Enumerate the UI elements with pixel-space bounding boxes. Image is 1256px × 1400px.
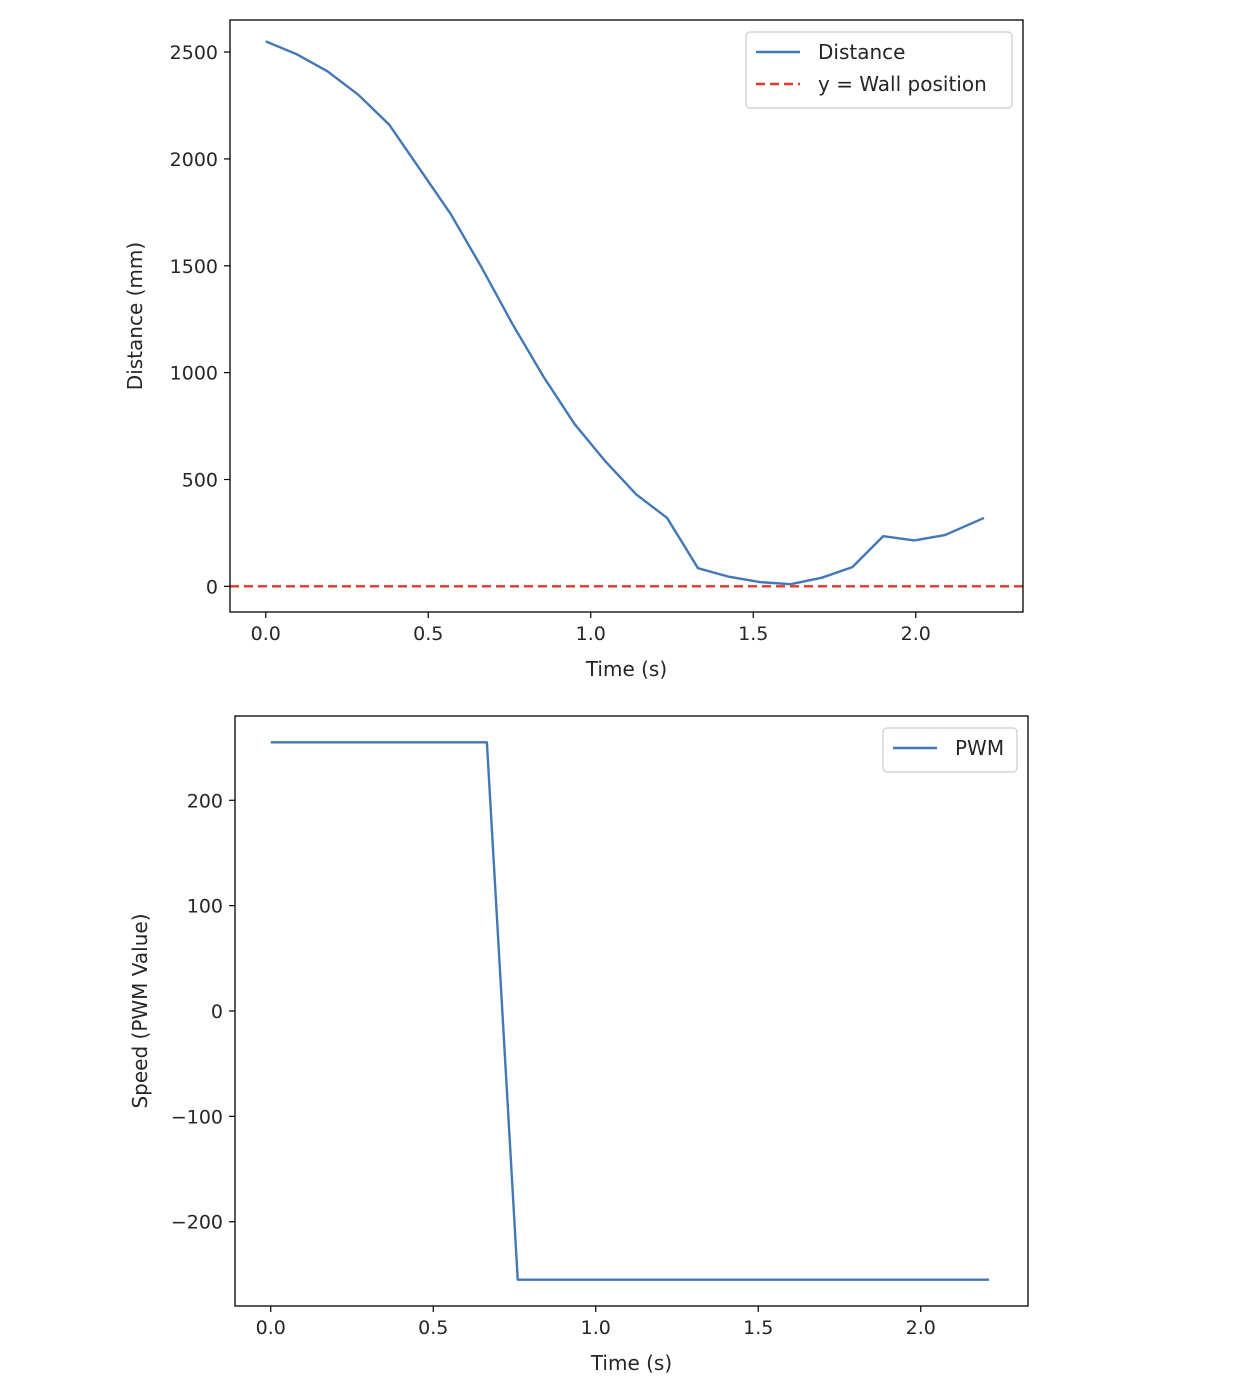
distance-chart-x-axis-label: Time (s) — [585, 657, 667, 681]
pwm-chart-x-tick-label: 1.0 — [581, 1317, 611, 1339]
distance-chart-legend-label: y = Wall position — [818, 72, 987, 96]
distance-chart-legend: Distance y = Wall position — [745, 31, 1013, 109]
pwm-chart-legend: PWM — [882, 727, 1018, 773]
distance-chart-y-tick-label: 2500 — [170, 42, 218, 64]
distance-chart-x-tick-label: 0.0 — [251, 623, 281, 645]
pwm-chart-x-tick-label: 1.5 — [743, 1317, 773, 1339]
pwm-chart-y-tick-label: 100 — [187, 896, 223, 918]
distance-chart-marks — [230, 40, 1023, 588]
distance-chart-x-tick-label: 2.0 — [901, 623, 931, 645]
distance-chart-x-tick-label: 1.0 — [576, 623, 606, 645]
distance-chart-legend-box — [745, 31, 1013, 109]
distance-chart-y-tick-label: 2000 — [170, 149, 218, 171]
pwm-chart-x-tick-label: 0.5 — [418, 1317, 448, 1339]
distance-chart-ticks: 0.0 0.5 1.0 1.5 2.0 0 500 1000 1500 2000 2500 — [170, 42, 931, 645]
pwm-chart-y-tick-label: −100 — [171, 1106, 223, 1128]
distance-chart-series-line-0 — [265, 40, 985, 586]
distance-chart-y-tick-label: 500 — [182, 469, 218, 491]
pwm-chart-ticks: 0.0 0.5 1.0 1.5 2.0 −200 −100 0 100 200 — [171, 790, 936, 1339]
pwm-chart-marks — [270, 741, 989, 1281]
pwm-chart-y-tick-label: −200 — [171, 1212, 223, 1234]
pwm-chart-x-tick-label: 2.0 — [906, 1317, 936, 1339]
pwm-chart-y-axis-label: Speed (PWM Value) — [128, 913, 152, 1108]
distance-chart-y-tick-label: 1500 — [170, 256, 218, 278]
pwm-chart-x-tick-label: 0.0 — [256, 1317, 286, 1339]
pwm-chart-y-tick-label: 0 — [211, 1001, 223, 1023]
pwm-chart-y-tick-label: 200 — [187, 790, 223, 812]
pwm-chart-legend-box — [882, 727, 1018, 773]
distance-chart-y-axis-label: Distance (mm) — [123, 242, 147, 390]
distance-chart-x-tick-label: 1.5 — [738, 623, 768, 645]
distance-chart-legend-label: Distance — [818, 40, 905, 64]
pwm-chart-legend-label: PWM — [955, 736, 1004, 760]
pwm-chart-frame — [234, 715, 1029, 1307]
distance-chart-y-tick-label: 0 — [206, 576, 218, 598]
pwm-chart-series-line-0 — [270, 741, 989, 1281]
distance-chart-x-tick-label: 0.5 — [413, 623, 443, 645]
pwm-chart-x-axis-label: Time (s) — [590, 1351, 672, 1375]
distance-chart: 0.0 0.5 1.0 1.5 2.0 0 500 1000 1500 2000 2500 Time… — [123, 19, 1024, 681]
distance-chart-y-tick-label: 1000 — [170, 363, 218, 385]
distance-chart-frame — [229, 19, 1024, 613]
